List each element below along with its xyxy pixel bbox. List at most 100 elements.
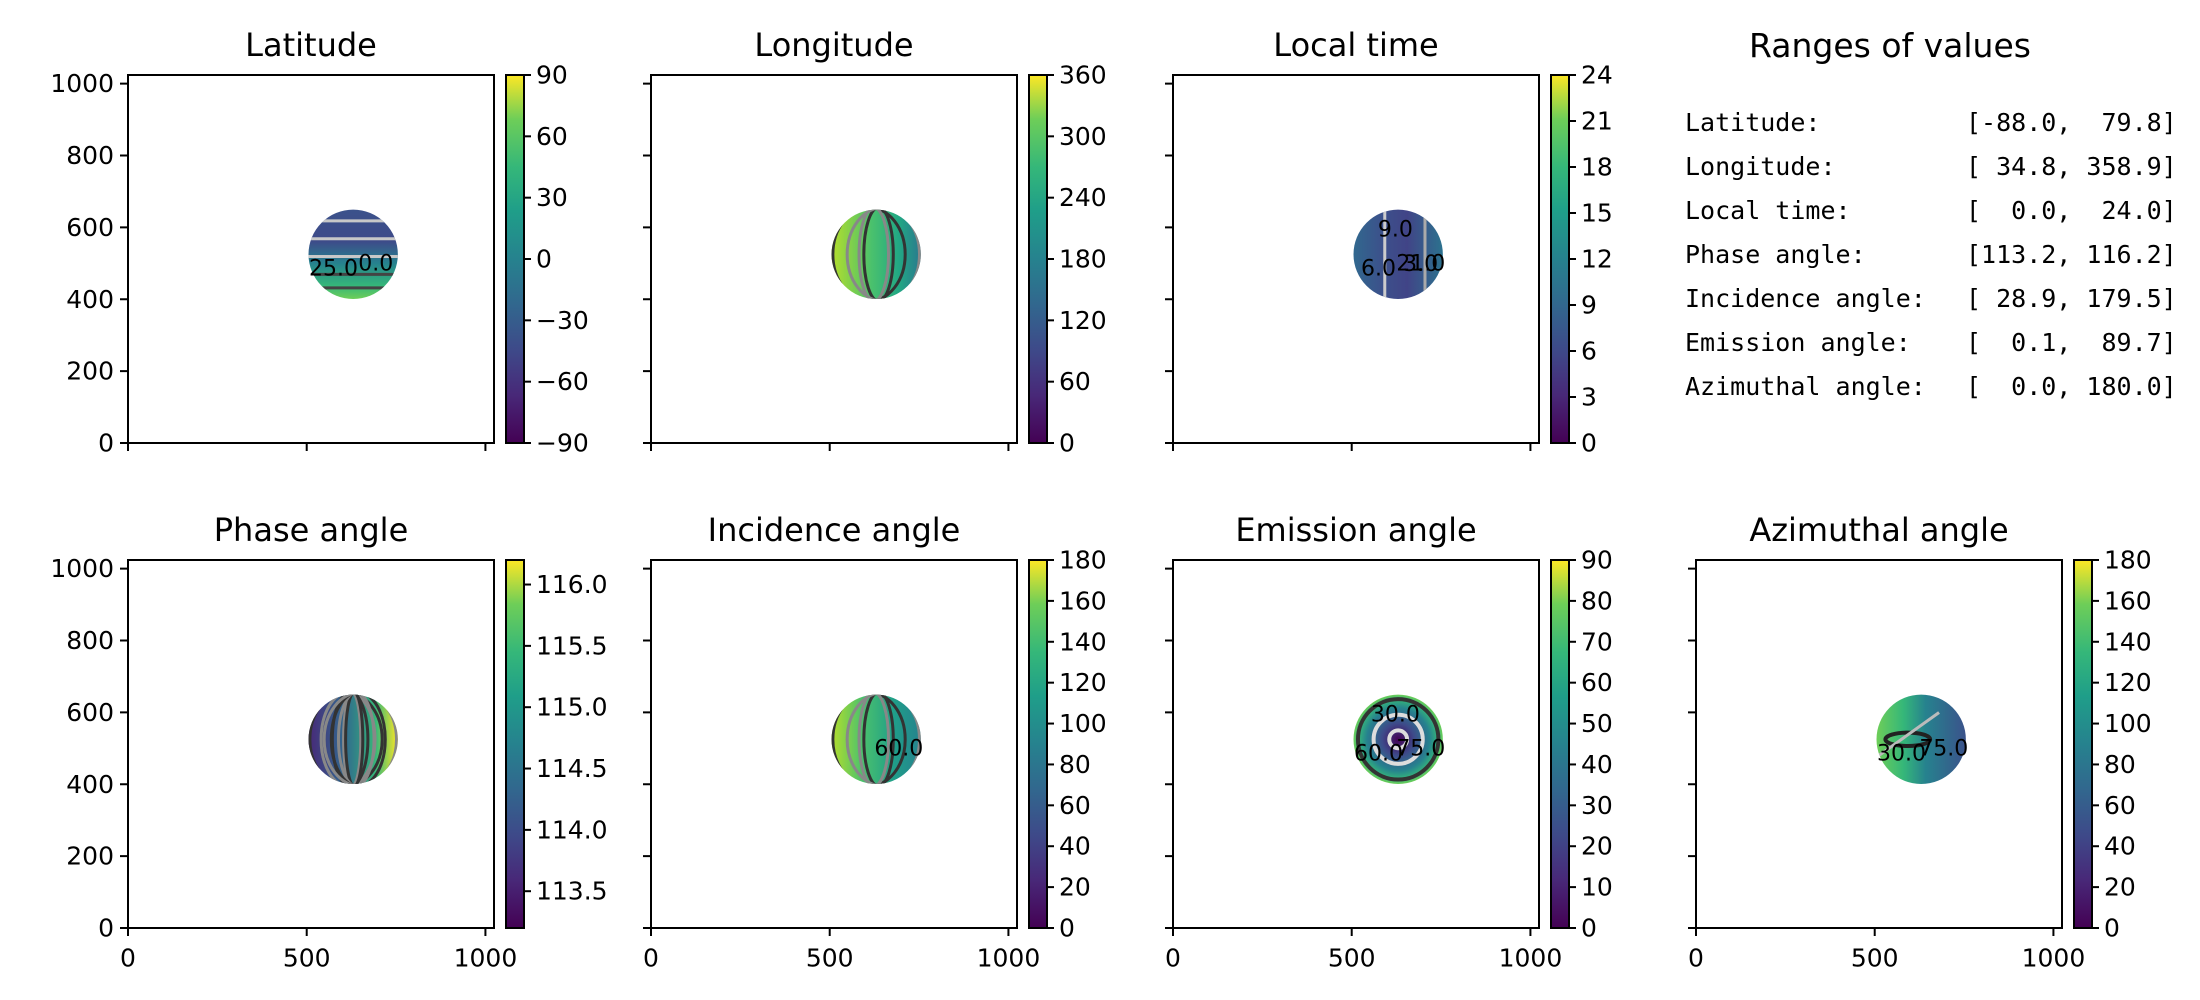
contour-line — [1355, 697, 1441, 782]
panel-title: Phase angle — [214, 511, 409, 549]
contour-label: 3.0 — [1403, 252, 1438, 277]
colorbar-tick-label: 80 — [2104, 750, 2136, 779]
colorbar-tick-label: 120 — [2104, 668, 2152, 697]
contour-line — [322, 694, 398, 785]
colorbar-tick-label: 6 — [1581, 337, 1597, 366]
panel-title: Azimuthal angle — [1749, 511, 2008, 549]
contour-group — [831, 209, 921, 300]
colorbar-tick-label: 100 — [1059, 709, 1107, 738]
colorbar-tick-label: 30 — [536, 183, 568, 212]
contour-label: 21.0 — [1396, 251, 1445, 276]
contour-group — [308, 694, 398, 785]
colorbar-tick-label: 60 — [1581, 668, 1613, 697]
y-tick-label: 400 — [66, 770, 114, 799]
range-row-local-time: Local time: [ 0.0, 24.0] — [1685, 196, 2200, 236]
x-tick-label: 500 — [1328, 944, 1376, 973]
colorbar-tick-label: 114.5 — [536, 754, 608, 783]
axes-frame — [1172, 74, 1540, 444]
panel-local-time: Local time 21.06.0 9.0 3.0 24 21 18 15 12 9 6 3 0 — [1165, 26, 1613, 458]
colorbar-tick-label: 20 — [1581, 832, 1613, 861]
y-tick-label: 200 — [66, 357, 114, 386]
colorbar-tick-label: −60 — [536, 367, 589, 396]
y-tick-label: 600 — [66, 213, 114, 242]
colorbar-tick-label: 50 — [1581, 709, 1613, 738]
x-tick-label: 500 — [806, 944, 854, 973]
contour-line — [831, 694, 907, 785]
colorbar — [1550, 74, 1570, 444]
colorbar-tick-label: 0 — [1059, 914, 1075, 943]
colorbar-tick-label: 40 — [1581, 750, 1613, 779]
y-tick-label: 400 — [66, 285, 114, 314]
colorbar-tick-label: 180 — [2104, 546, 2152, 575]
contour-label: 75.0 — [1919, 736, 1968, 761]
colorbar-tick-label: 0 — [536, 245, 552, 274]
colorbar-tick-label: 100 — [2104, 709, 2152, 738]
range-name: Incidence angle: — [1685, 284, 1926, 313]
y-tick-label: 0 — [98, 429, 114, 458]
colorbar-tick-label: 90 — [1581, 546, 1613, 575]
x-tick-label: 500 — [1851, 944, 1899, 973]
disk-image — [831, 694, 921, 785]
colorbar-tick-label: 20 — [1059, 873, 1091, 902]
colorbar-tick-label: 18 — [1581, 153, 1613, 182]
range-value: [ 28.9, 179.5] — [1966, 284, 2177, 313]
colorbar — [505, 559, 525, 929]
disk-image — [1876, 694, 1966, 785]
colorbar-tick-label: 60 — [536, 122, 568, 151]
y-tick-label: 1000 — [50, 69, 114, 98]
range-row-longitude: Longitude: [ 34.8, 358.9] — [1685, 152, 2200, 192]
disk-image — [308, 694, 398, 785]
colorbar-tick-label: 240 — [1059, 183, 1107, 212]
contour-line — [308, 694, 384, 785]
panel-latitude: Latitude 0.025.0 0 200 400 600 800 1000 90 60 30 0 −… — [50, 26, 588, 458]
colorbar-tick-label: 140 — [2104, 627, 2152, 656]
contour-group — [831, 694, 921, 785]
disk-image — [831, 209, 921, 300]
range-name: Local time: — [1685, 196, 1851, 225]
panel-title: Latitude — [245, 26, 377, 64]
x-tick-label: 1000 — [977, 944, 1041, 973]
panel-title: Local time — [1273, 26, 1438, 64]
colorbar-tick-label: 21 — [1581, 107, 1613, 136]
y-tick-label: 800 — [66, 141, 114, 170]
colorbar-tick-label: 3 — [1581, 383, 1597, 412]
contour-label: 6.0 — [1361, 257, 1396, 282]
contour-label: 60.0 — [1354, 742, 1403, 767]
disk-image — [1353, 209, 1443, 300]
colorbar-tick-label: 90 — [536, 61, 568, 90]
axes-frame — [127, 559, 495, 929]
range-value: [113.2, 116.2] — [1966, 240, 2177, 269]
contour-line — [1371, 712, 1425, 766]
colorbar-tick-label: 120 — [1059, 668, 1107, 697]
colorbar-tick-label: 15 — [1581, 199, 1613, 228]
range-name: Latitude: — [1685, 108, 1821, 137]
colorbar-tick-label: 140 — [1059, 627, 1107, 656]
contour-group — [1355, 697, 1441, 782]
panel-phase-angle: Phase angle 0 500 1000 0 200 400 600 800 1000 116.… — [50, 511, 607, 973]
panel-longitude: Longitude 360 300 240 180 120 60 0 — [643, 26, 1107, 458]
range-name: Azimuthal angle: — [1685, 372, 1926, 401]
colorbar-tick-label: 60 — [1059, 791, 1091, 820]
colorbar — [1028, 74, 1048, 444]
colorbar-tick-label: 160 — [2104, 586, 2152, 615]
axes-frame — [1172, 559, 1540, 929]
range-row-latitude: Latitude: [-88.0, 79.8] — [1685, 108, 2200, 148]
colorbar-tick-label: 80 — [1059, 750, 1091, 779]
contour-group — [1876, 711, 1940, 759]
colorbar-tick-label: 30 — [1581, 791, 1613, 820]
colorbar-tick-label: 10 — [1581, 873, 1613, 902]
range-value: [ 34.8, 358.9] — [1966, 152, 2177, 181]
contour-line — [1387, 728, 1410, 751]
colorbar-tick-label: 40 — [1059, 832, 1091, 861]
contour-label: 9.0 — [1378, 217, 1413, 242]
colorbar-tick-label: 0 — [1581, 914, 1597, 943]
colorbar-tick-label: 12 — [1581, 245, 1613, 274]
contour-line — [862, 209, 895, 300]
contour-line — [342, 694, 363, 785]
contour-line — [845, 694, 921, 785]
range-row-azimuthal-angle: Azimuthal angle: [ 0.0, 180.0] — [1685, 372, 2200, 412]
contour-line — [1876, 711, 1940, 759]
colorbar-tick-label: 80 — [1581, 586, 1613, 615]
